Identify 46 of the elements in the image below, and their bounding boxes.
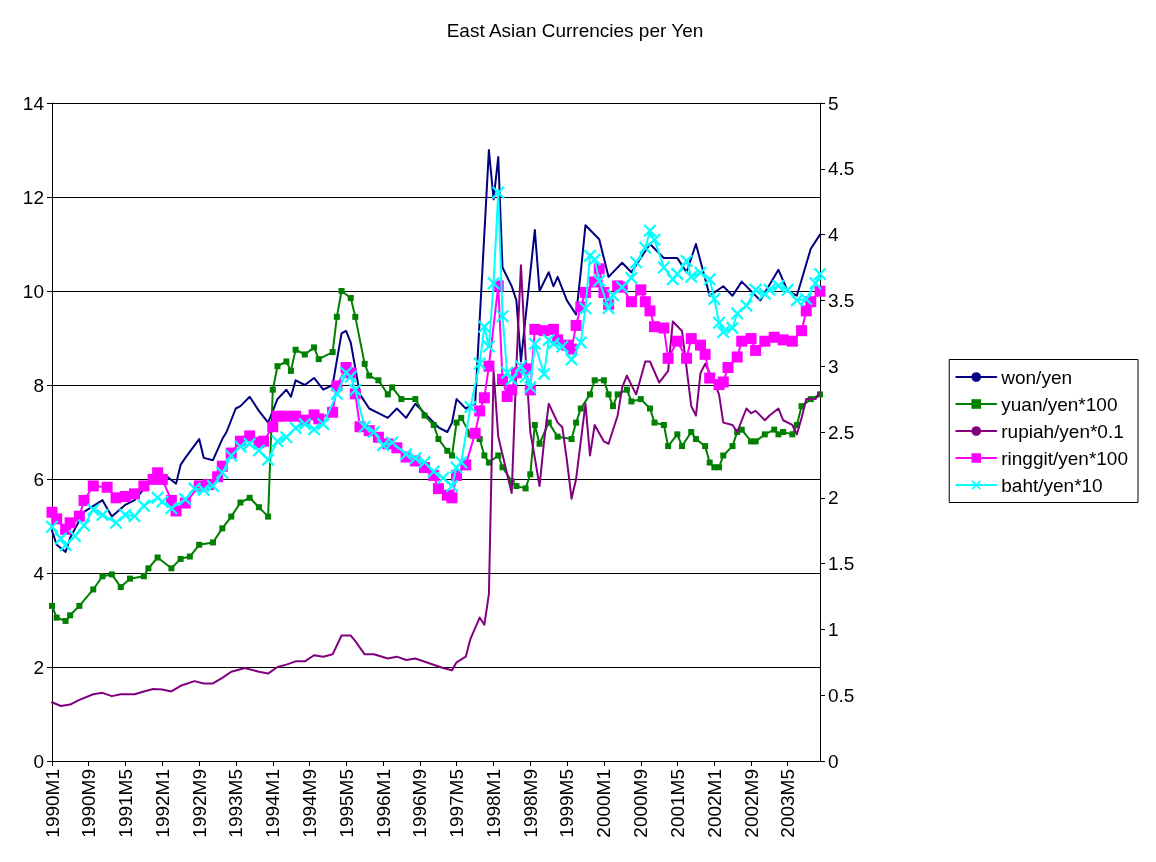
x-tick-label: 2000M9 xyxy=(630,769,652,838)
y2-tick-label: 3 xyxy=(828,355,839,377)
x-tick-label: 1996M9 xyxy=(409,769,431,838)
x-tick-label: 1991M5 xyxy=(114,769,136,838)
x-tick-label: 2000M1 xyxy=(593,769,615,838)
x-tick-label: 1996M1 xyxy=(372,769,394,838)
y2-tick-label: 1 xyxy=(828,618,839,640)
y-tick-label: 4 xyxy=(33,562,45,584)
y-tick-label: 10 xyxy=(22,280,44,302)
x-tick-label: 1994M1 xyxy=(262,769,284,838)
y-tick-label: 0 xyxy=(33,750,44,772)
y2-tick-label: 2.5 xyxy=(828,421,855,443)
x-tick-label: 1997M5 xyxy=(446,769,468,838)
legend-label: yuan/yen*100 xyxy=(1001,393,1118,415)
x-tick-label: 1992M9 xyxy=(188,769,210,838)
y-tick-label: 12 xyxy=(22,186,44,208)
x-tick-label: 1999M5 xyxy=(556,769,578,838)
y2-tick-label: 2 xyxy=(828,487,839,509)
x-tick-label: 2003M5 xyxy=(777,769,799,838)
x-tick-label: 1995M5 xyxy=(335,769,357,838)
y-tick-label: 6 xyxy=(33,468,44,490)
y2-tick-label: 1.5 xyxy=(828,553,855,575)
x-tick-label: 1994M9 xyxy=(299,769,321,838)
legend-label: baht/yen*10 xyxy=(1001,474,1103,496)
y2-tick-label: 4.5 xyxy=(828,158,855,180)
chart-title: East Asian Currencies per Yen xyxy=(446,20,704,41)
x-tick-label: 1990M1 xyxy=(41,769,63,838)
y-tick-label: 8 xyxy=(33,374,44,396)
x-tick-label: 1998M1 xyxy=(483,769,505,838)
y2-tick-label: 5 xyxy=(828,92,839,114)
x-tick-label: 1990M9 xyxy=(78,769,100,838)
y2-tick-label: 3.5 xyxy=(828,289,855,311)
y2-tick-label: 0.5 xyxy=(828,684,855,706)
legend-label: ringgit/yen*100 xyxy=(1001,447,1129,469)
x-tick-label: 1993M5 xyxy=(225,769,247,838)
legend-label: won/yen xyxy=(1000,366,1073,388)
y-tick-label: 14 xyxy=(22,92,45,114)
y-tick-label: 2 xyxy=(33,656,44,678)
x-tick-label: 1998M9 xyxy=(519,769,541,838)
y2-tick-label: 4 xyxy=(828,224,839,246)
x-tick-label: 2001M5 xyxy=(666,769,688,838)
x-tick-label: 1992M1 xyxy=(151,769,173,838)
y2-tick-label: 0 xyxy=(828,750,839,772)
x-tick-label: 2002M1 xyxy=(703,769,725,838)
x-tick-label: 2002M9 xyxy=(740,769,762,838)
legend-label: rupiah/yen*0.1 xyxy=(1001,420,1124,442)
